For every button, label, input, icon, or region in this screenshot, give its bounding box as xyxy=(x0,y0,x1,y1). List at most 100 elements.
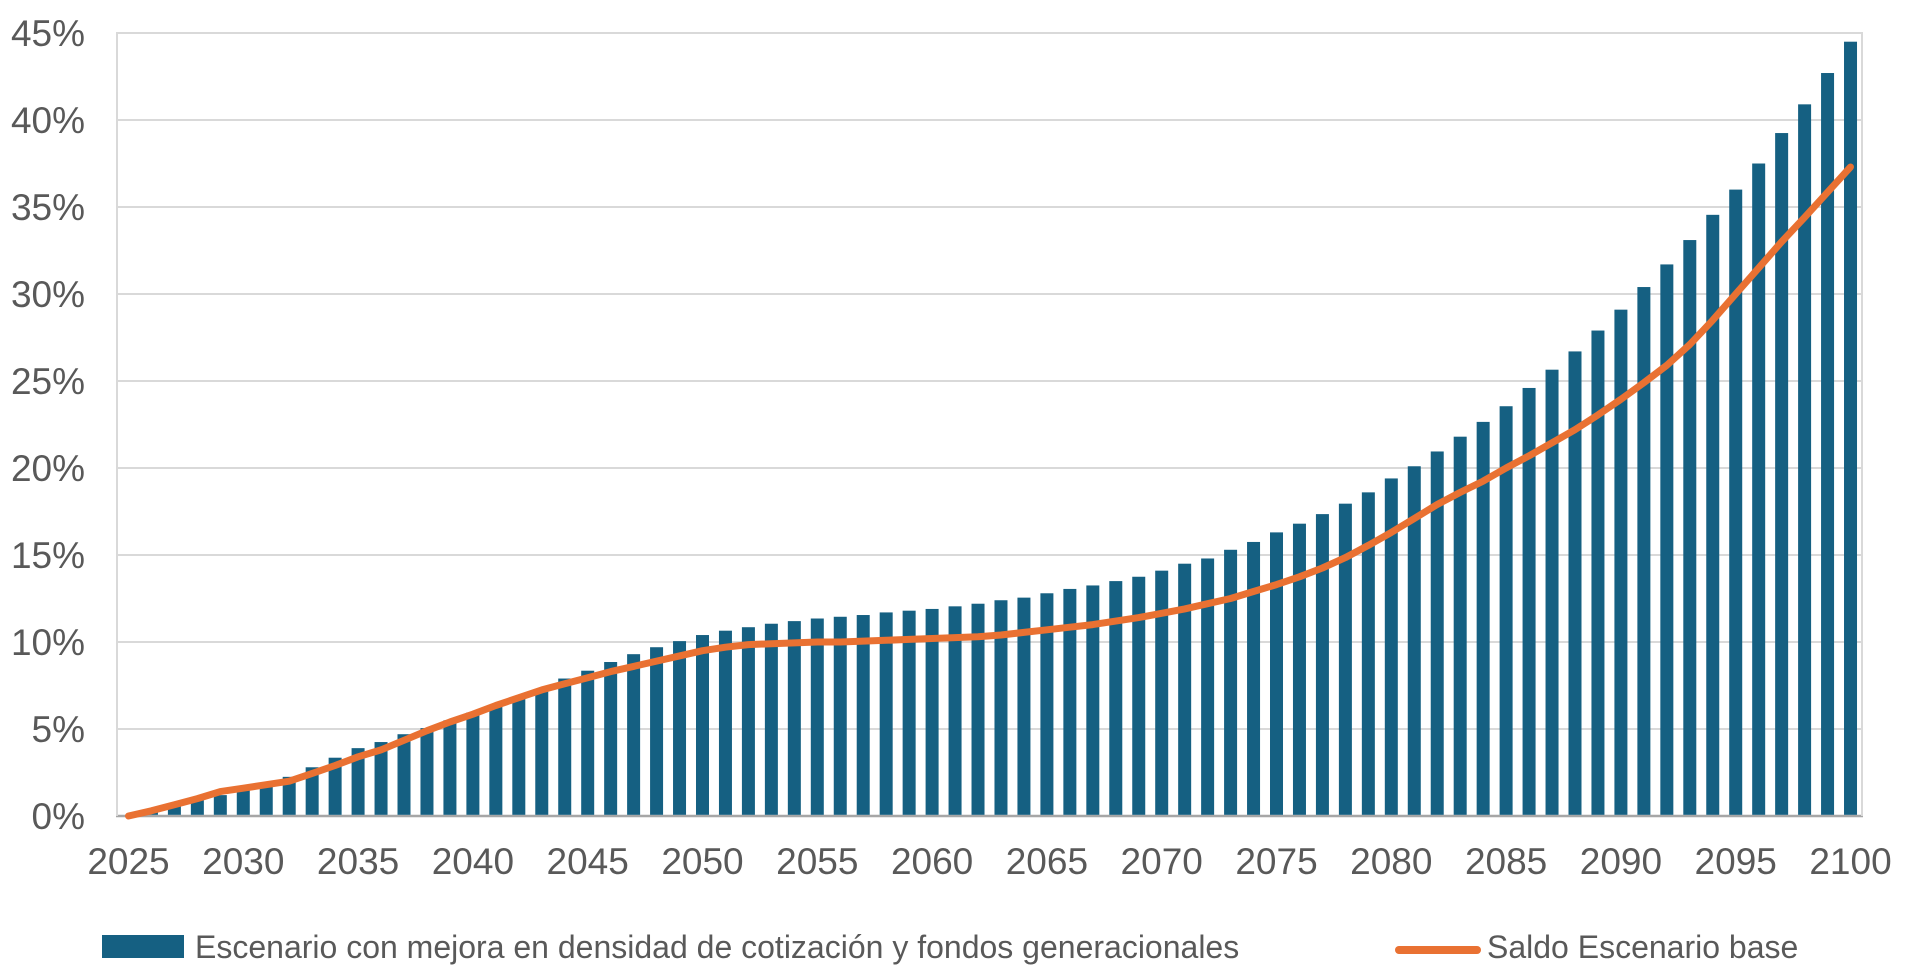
x-axis-label: 2040 xyxy=(431,841,515,882)
bar-2042 xyxy=(512,696,526,815)
bar-2068 xyxy=(1109,581,1123,815)
bar-2091 xyxy=(1637,287,1651,815)
bar-2093 xyxy=(1683,240,1697,815)
bar-2045 xyxy=(581,670,595,815)
bar-2066 xyxy=(1063,588,1077,815)
bar-2090 xyxy=(1614,309,1628,815)
bar-2087 xyxy=(1545,369,1559,815)
bar-2046 xyxy=(604,662,618,815)
base-scenario-line xyxy=(125,163,1854,820)
x-axis-label: 2095 xyxy=(1694,841,1777,882)
x-axis-label: 2035 xyxy=(316,841,400,882)
bar-2071 xyxy=(1178,563,1192,815)
bar-2081 xyxy=(1407,466,1421,815)
bar-2033 xyxy=(305,767,319,815)
bar-2052 xyxy=(741,627,755,815)
bar-2089 xyxy=(1591,330,1605,815)
x-axis-label: 2065 xyxy=(1005,841,1089,882)
bar-2100 xyxy=(1844,41,1858,815)
bar-2086 xyxy=(1522,387,1536,815)
bar-2088 xyxy=(1568,351,1582,815)
bar-2035 xyxy=(351,748,365,815)
legend-label-line-series: Saldo Escenario base xyxy=(1487,929,1799,965)
bar-2078 xyxy=(1338,503,1352,815)
bar-2041 xyxy=(489,704,503,815)
bar-2070 xyxy=(1155,570,1169,815)
x-axis-label: 2060 xyxy=(890,841,974,882)
bar-2031 xyxy=(259,782,273,815)
bar-2099 xyxy=(1821,73,1835,815)
y-axis-label: 20% xyxy=(10,447,85,489)
bar-2076 xyxy=(1292,523,1306,815)
bar-2040 xyxy=(466,712,480,815)
bar-2056 xyxy=(833,616,847,815)
bar-2094 xyxy=(1706,214,1720,815)
line-series-swatch xyxy=(1395,946,1481,954)
bar-2073 xyxy=(1224,549,1238,815)
bar-2082 xyxy=(1430,451,1444,815)
bar-2097 xyxy=(1775,133,1789,815)
bar-2053 xyxy=(764,623,778,815)
y-axis-label: 35% xyxy=(10,186,85,228)
x-axis-label: 2085 xyxy=(1464,841,1548,882)
bar-2064 xyxy=(1017,597,1031,815)
bar-2065 xyxy=(1040,593,1054,815)
bar-2098 xyxy=(1798,104,1812,815)
bar-2069 xyxy=(1132,576,1146,815)
bar-2084 xyxy=(1476,421,1490,815)
x-axis-label: 2050 xyxy=(661,841,744,882)
bar-2036 xyxy=(374,742,388,815)
x-axis-label: 2080 xyxy=(1350,841,1433,882)
bar-2074 xyxy=(1247,541,1261,815)
bar-2060 xyxy=(925,608,939,815)
x-axis-label: 2045 xyxy=(546,841,629,882)
y-axis-label: 0% xyxy=(31,795,85,837)
bar-2039 xyxy=(443,720,457,815)
bar-2050 xyxy=(695,635,709,815)
bar-2049 xyxy=(673,641,687,815)
bar-2048 xyxy=(650,647,664,815)
bar-2032 xyxy=(282,776,296,815)
bar-2028 xyxy=(190,800,204,815)
x-axis-label: 2075 xyxy=(1235,841,1318,882)
bar-2079 xyxy=(1361,492,1375,815)
bar-2027 xyxy=(167,806,181,815)
legend-label-bar-series: Escenario con mejora en densidad de coti… xyxy=(195,929,1240,965)
bar-2058 xyxy=(879,612,893,815)
bar-2030 xyxy=(236,789,250,815)
bar-2062 xyxy=(971,603,985,815)
bar-2085 xyxy=(1499,406,1513,815)
bar-series-swatch xyxy=(102,935,184,958)
bar-2029 xyxy=(213,795,227,815)
bar-2043 xyxy=(535,688,549,815)
x-axis-label: 2025 xyxy=(87,841,170,882)
y-axis-label: 30% xyxy=(10,273,85,315)
y-axis-label: 45% xyxy=(10,12,85,54)
bar-2072 xyxy=(1201,558,1215,815)
bar-2077 xyxy=(1315,514,1329,815)
bar-2067 xyxy=(1086,585,1100,815)
bar-2095 xyxy=(1729,189,1743,815)
bar-2055 xyxy=(810,618,824,815)
y-axis-label: 40% xyxy=(10,99,85,141)
bar-2063 xyxy=(994,600,1008,815)
x-axis-label: 2090 xyxy=(1579,841,1663,882)
x-axis-label: 2070 xyxy=(1120,841,1203,882)
bar-2054 xyxy=(787,621,801,815)
bar-2061 xyxy=(948,606,962,815)
bar-2044 xyxy=(558,678,572,815)
x-axis-label: 2030 xyxy=(202,841,285,882)
y-axis-label: 5% xyxy=(31,708,85,750)
bar-2037 xyxy=(397,734,411,815)
y-axis-label: 25% xyxy=(10,360,85,402)
bar-2059 xyxy=(902,610,916,815)
y-axis-label: 10% xyxy=(10,621,85,663)
bar-2083 xyxy=(1453,436,1467,815)
bar-2034 xyxy=(328,757,342,815)
bar-2057 xyxy=(856,615,870,815)
bar-2096 xyxy=(1752,163,1766,815)
bar-2047 xyxy=(627,654,641,815)
